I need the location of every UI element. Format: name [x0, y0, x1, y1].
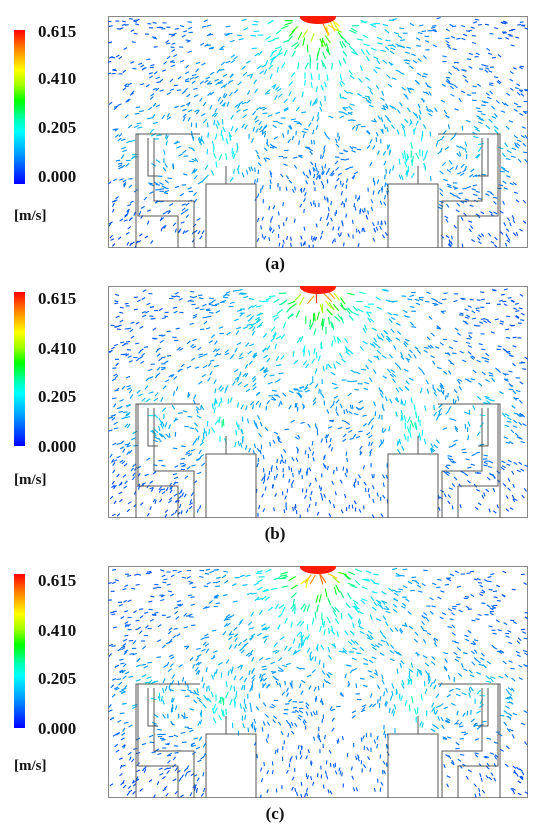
colorbar-tick-max: 0.615	[38, 22, 77, 41]
panel-caption: (a)	[265, 254, 285, 273]
colorbar-unit: [m/s]	[14, 208, 47, 224]
colorbar-tick-3: 0.205	[38, 118, 77, 137]
right-duct	[438, 683, 501, 798]
colorbar-unit: [m/s]	[14, 472, 47, 488]
left-cabinet	[205, 453, 257, 518]
velocity-vector-field	[108, 566, 528, 798]
panel-caption: (c)	[265, 804, 285, 823]
left-duct	[135, 683, 200, 798]
panel-caption: (b)	[264, 524, 286, 543]
velocity-vectors	[108, 567, 528, 798]
velocity-vectors	[108, 288, 528, 518]
colorbar-tick-3: 0.205	[38, 669, 77, 688]
velocity-vector-field	[108, 16, 528, 248]
right-cabinet	[387, 733, 439, 798]
velocity-vectors	[108, 16, 528, 248]
colorbar-tick-2: 0.410	[38, 339, 77, 358]
right-cabinet	[387, 453, 439, 518]
colorbar-tick-min: 0.000	[38, 719, 77, 738]
colorbar-tick-3: 0.205	[38, 387, 77, 406]
velocity-vector-field	[108, 286, 528, 518]
colorbar-tick-min: 0.000	[38, 437, 77, 456]
colorbar-tick-2: 0.410	[38, 621, 77, 640]
colorbar-tick-max: 0.615	[38, 289, 77, 308]
inlet-jet	[300, 566, 336, 574]
right-duct	[438, 403, 501, 518]
left-cabinet	[205, 183, 257, 248]
domain-boundary	[108, 566, 528, 798]
left-duct	[135, 133, 200, 248]
colorbar-tick-2: 0.410	[38, 69, 77, 88]
domain-boundary	[108, 286, 528, 518]
panel-c: 0.615 0.410 0.205 0.000 [m/s] (c)	[0, 558, 550, 826]
left-cabinet	[205, 733, 257, 798]
colorbar	[14, 574, 25, 728]
colorbar-tick-max: 0.615	[38, 571, 77, 590]
colorbar-tick-min: 0.000	[38, 167, 77, 186]
left-duct	[135, 403, 200, 518]
colorbar-unit: [m/s]	[14, 758, 47, 774]
right-duct	[438, 133, 501, 248]
panel-a: 0.615 0.410 0.205 0.000 [m/s] (a)	[0, 10, 550, 278]
inlet-jet	[300, 286, 336, 294]
colorbar	[14, 292, 25, 446]
right-cabinet	[387, 183, 439, 248]
colorbar	[14, 30, 25, 184]
panel-b: 0.615 0.410 0.205 0.000 [m/s] (b)	[0, 280, 550, 548]
inlet-jet	[300, 16, 336, 24]
